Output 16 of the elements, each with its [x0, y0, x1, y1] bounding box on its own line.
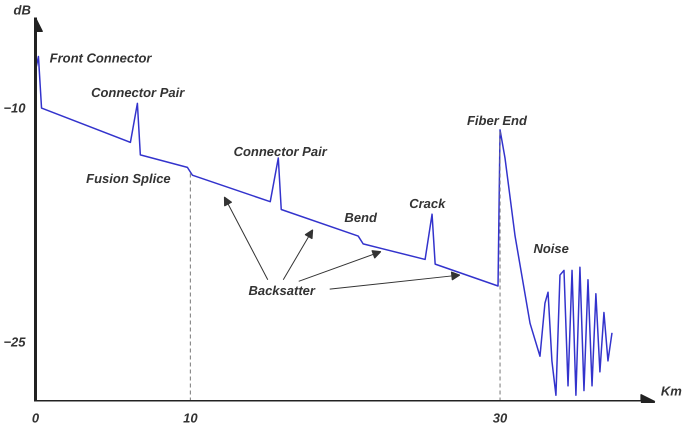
annotation: Connector Pair — [91, 84, 186, 100]
annotation: Fiber End — [466, 113, 528, 128]
y-tick-label: −25 — [3, 334, 26, 350]
x-tick-label: 0 — [32, 410, 40, 426]
annotation: Fusion Splice — [86, 170, 171, 186]
annotation: Backsatter — [248, 283, 316, 298]
annotation: Crack — [409, 196, 446, 211]
x-axis-title: Km — [660, 384, 682, 398]
x-tick-label: 30 — [492, 410, 508, 426]
annotation: Bend — [344, 210, 378, 225]
annotation: Noise — [533, 241, 569, 256]
annotation: Front Connector — [50, 50, 152, 66]
annotation: Connector Pair — [234, 144, 328, 160]
y-tick-label: −10 — [3, 100, 26, 116]
y-axis-title: dB — [14, 2, 31, 18]
x-tick-label: 10 — [183, 410, 198, 426]
